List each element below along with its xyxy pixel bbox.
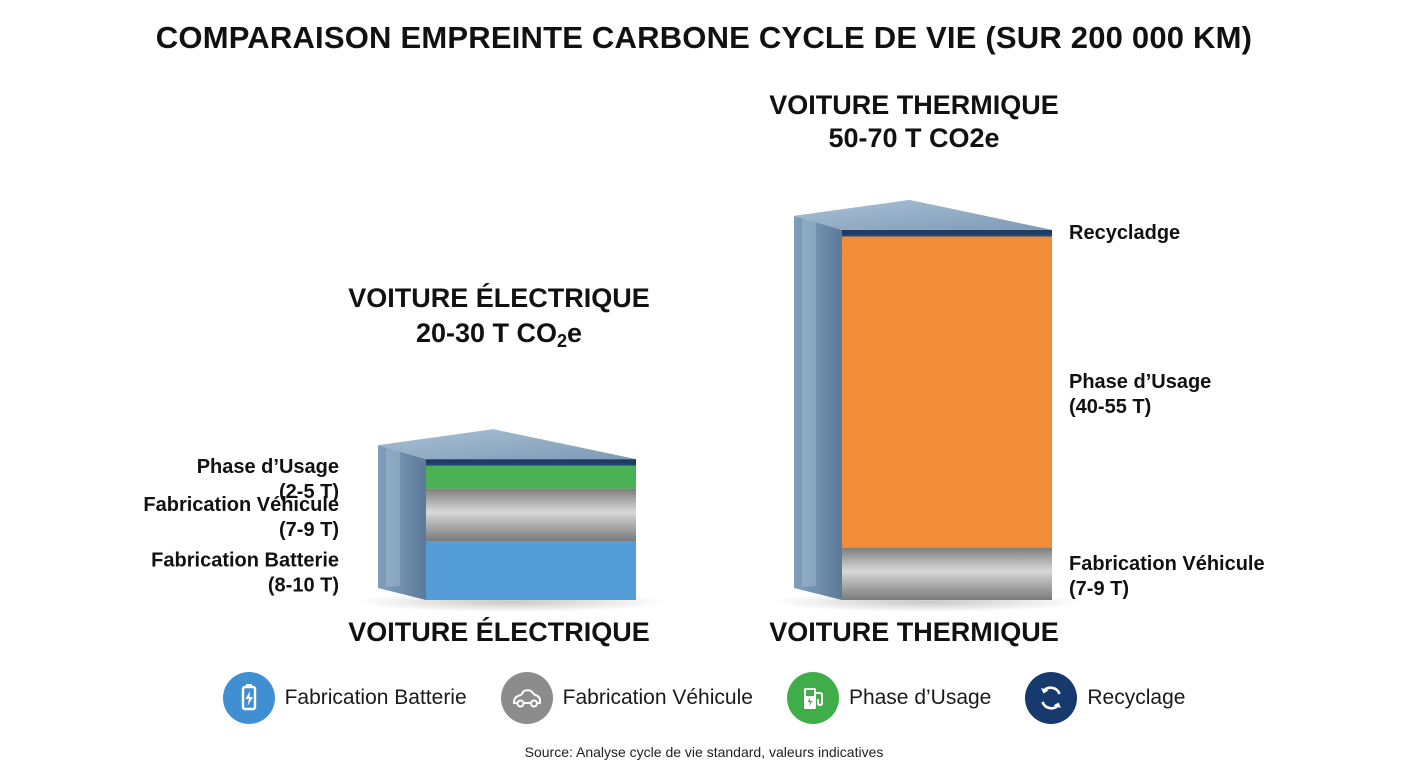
legend-item-recycling: Recyclage	[1025, 672, 1185, 724]
bar-segment-battery	[426, 541, 636, 600]
bar-header-total: 20-30 T CO2e	[416, 318, 582, 351]
legend-label: Recyclage	[1087, 686, 1186, 709]
segment-label: Fabrication Batterie	[151, 550, 339, 572]
bar-segment-usage_thermal	[842, 236, 1052, 548]
segment-label: Fabrication Véhicule	[143, 494, 339, 516]
category-label: VOITURE THERMIQUE	[769, 617, 1059, 647]
segment-label-range: (2-5 T)	[279, 481, 339, 503]
bar-segment-vehicle	[426, 488, 636, 542]
legend-item-vehicle: Fabrication Véhicule	[500, 672, 753, 724]
bar-header-title: VOITURE THERMIQUE	[769, 90, 1059, 120]
segment-label-range: (7-9 T)	[1069, 578, 1129, 600]
segment-label: Phase d’Usage	[1069, 371, 1211, 393]
car-icon	[500, 672, 553, 724]
segment-label-range: (40-55 T)	[1069, 396, 1151, 418]
chart-title: COMPARAISON EMPREINTE CARBONE CYCLE DE V…	[155, 20, 1253, 55]
bar-side-face	[794, 215, 842, 601]
bar-cap-line	[842, 229, 1052, 234]
bar-header-title: VOITURE ÉLECTRIQUE	[348, 282, 650, 313]
segment-sheen	[842, 236, 1052, 548]
legend: Fabrication Batterie Fabrication Véhicul…	[0, 672, 1408, 724]
segment-sheen	[426, 541, 636, 600]
bar-top-face	[794, 199, 1052, 230]
legend-label: Phase d’Usage	[848, 686, 992, 709]
recycle-icon	[1025, 672, 1078, 724]
legend-label: Fabrication Batterie	[284, 686, 467, 709]
segment-label: Fabrication Véhicule	[1069, 553, 1265, 575]
segment-label: Phase d’Usage	[197, 456, 339, 478]
bar-cap-line	[426, 459, 636, 464]
bar-side-face	[378, 445, 426, 600]
bar-top-face	[378, 429, 636, 460]
bar-side-highlight	[386, 448, 400, 587]
legend-item-battery: Fabrication Batterie	[222, 672, 467, 724]
segment-label-range: (8-10 T)	[268, 575, 339, 597]
bar-header-total: 50-70 T CO2e	[828, 123, 999, 153]
category-label: VOITURE ÉLECTRIQUE	[348, 616, 650, 647]
bar-segment-usage_ev	[426, 465, 636, 489]
segment-sheen	[426, 465, 636, 489]
legend-item-usage: Phase d’Usage	[786, 672, 992, 724]
bar-segment-vehicle	[842, 547, 1052, 600]
bar-side-highlight	[802, 218, 816, 588]
source-note: Source: Analyse cycle de vie standard, v…	[524, 744, 884, 760]
legend-label: Fabrication Véhicule	[562, 686, 753, 709]
charging-station-icon	[786, 672, 839, 724]
battery-icon	[222, 672, 275, 724]
segment-label: Recycladge	[1069, 222, 1180, 244]
segment-label-range: (7-9 T)	[279, 519, 339, 541]
